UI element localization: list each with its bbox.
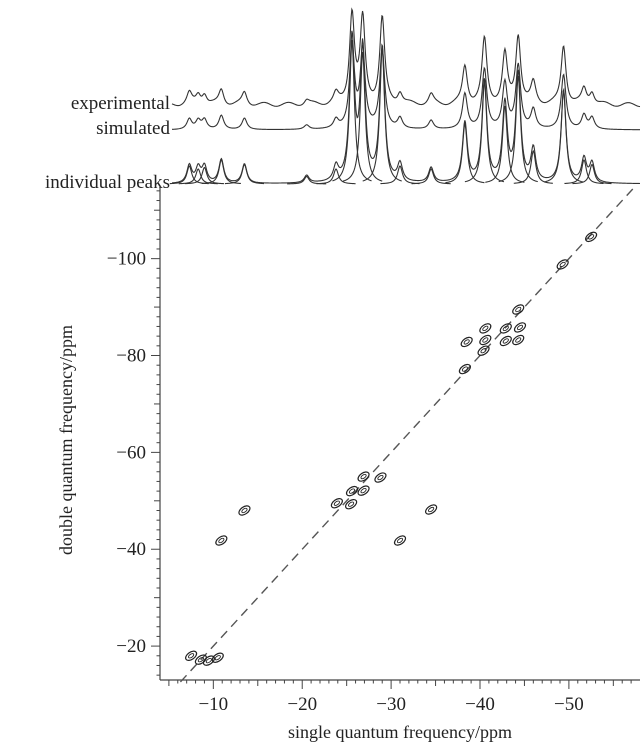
cross-peak: [425, 504, 438, 515]
individual-peak: [572, 163, 612, 185]
cross-peak: [460, 336, 473, 348]
axis-ticks: −10 −20 −30 −40 −50 −20 −40 −60 −80 −100: [107, 190, 632, 715]
spectrum-trace: [171, 7, 641, 108]
cross-peak: [357, 471, 370, 482]
cross-peak: [345, 498, 358, 510]
individual-peak: [464, 81, 505, 183]
cross-peak: [479, 323, 492, 334]
individual-peak: [564, 159, 604, 185]
cross-peak: [513, 322, 527, 333]
cross-peak: [215, 535, 228, 546]
individual-peak: [485, 105, 525, 183]
y-tick-label: −80: [116, 346, 146, 367]
cross-peak: [512, 334, 525, 346]
trace-label: simulated: [96, 118, 170, 139]
y-tick-label: −40: [116, 539, 146, 560]
trace-label: experimental: [71, 93, 170, 114]
cross-peak: [585, 231, 598, 243]
cross-peak: [185, 650, 198, 662]
cross-peak: [479, 334, 492, 346]
individual-peak: [411, 168, 451, 185]
x-tick-label: −10: [198, 694, 228, 715]
individual-peak: [445, 122, 485, 184]
cross-peak: [458, 363, 471, 375]
trace-label: individual peaks: [45, 172, 170, 193]
individual-peak: [184, 166, 225, 185]
x-axis-label: single quantum frequency/ppm: [288, 722, 512, 742]
cross-peak: [499, 335, 512, 347]
individual-peak: [543, 90, 584, 183]
cross-peak: [556, 259, 569, 270]
cross-peak: [393, 535, 407, 546]
x-tick-label: −40: [465, 694, 495, 715]
spectrum-trace: [171, 39, 640, 131]
cross-peak: [512, 304, 525, 315]
individual-peak: [342, 51, 383, 182]
cross-peaks: [185, 231, 598, 666]
cross-peak: [499, 323, 512, 334]
cross-peak: [330, 498, 343, 509]
spectrum-trace: [171, 30, 641, 185]
y-axis-label: double quantum frequency/ppm: [56, 325, 76, 555]
y-tick-label: −100: [107, 249, 146, 270]
x-tick-label: −20: [287, 694, 317, 715]
individual-peak: [169, 165, 209, 185]
individual-peak: [316, 168, 356, 185]
cross-peak: [211, 652, 224, 663]
y-tick-label: −20: [116, 636, 146, 657]
x-tick-label: −50: [554, 694, 584, 715]
spectra-traces: experimental simulated individual peaks: [45, 7, 641, 193]
cross-peak: [238, 505, 251, 516]
cross-peak: [357, 485, 370, 496]
individual-peak: [224, 163, 265, 185]
individual-peak: [332, 41, 372, 182]
cross-peak: [345, 485, 359, 497]
y-tick-label: −60: [116, 442, 146, 463]
individual-peak: [362, 48, 402, 182]
individual-peak: [513, 149, 553, 184]
cross-peak: [374, 472, 387, 483]
cross-peak: [477, 345, 490, 356]
individual-peak: [498, 75, 538, 183]
x-tick-label: −30: [376, 694, 406, 715]
